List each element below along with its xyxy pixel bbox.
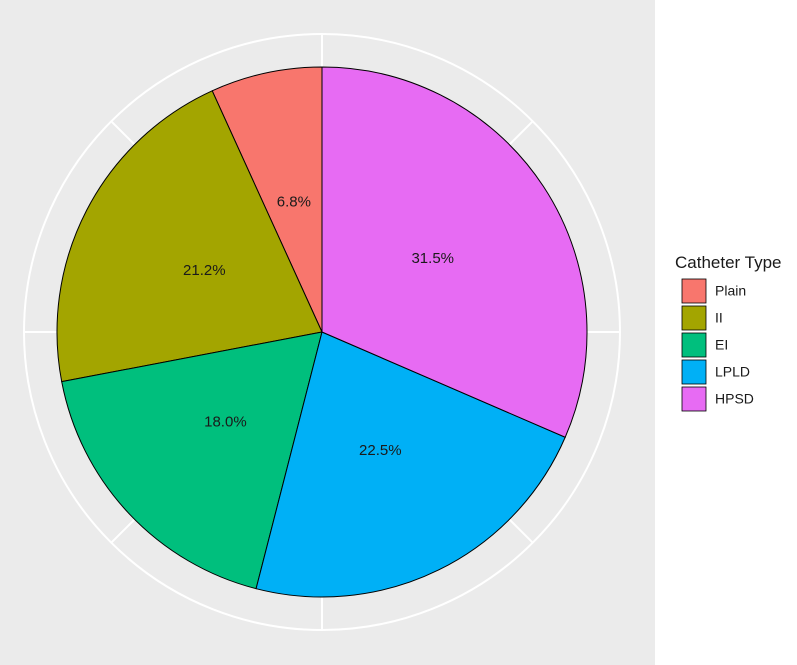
pie-slice-ii — [56, 90, 323, 383]
pie-slice-plain — [211, 66, 323, 333]
pie-slice-ei — [61, 331, 323, 590]
legend-label-ii: II — [715, 310, 723, 326]
legend: Catheter Type Plain II EI LPLD HPSD — [675, 253, 781, 412]
slice-label-hpsd: 31.5% — [411, 250, 454, 267]
legend-title: Catheter Type — [675, 253, 781, 272]
grid-line — [508, 518, 534, 544]
slice-label-ei: 18.0% — [204, 414, 247, 431]
legend-key-ii — [681, 305, 707, 331]
slice-label-ii: 21.2% — [183, 262, 226, 279]
legend-label-lpld: LPLD — [715, 364, 750, 380]
pie-slices — [56, 66, 588, 598]
pie-slice-lpld — [255, 331, 566, 598]
legend-label-ei: EI — [715, 337, 728, 353]
legend-label-plain: Plain — [715, 283, 746, 299]
legend-label-hpsd: HPSD — [715, 391, 754, 407]
grid-line — [110, 120, 136, 146]
slice-labels: 6.8% 21.2% 18.0% 22.5% 31.5% — [183, 193, 454, 458]
grid-line — [110, 518, 136, 544]
legend-key-ei — [681, 332, 707, 358]
pie-slice-hpsd — [321, 66, 588, 438]
slice-label-lpld: 22.5% — [359, 442, 402, 459]
legend-key-lpld — [681, 359, 707, 385]
polar-grid — [23, 33, 621, 631]
slice-label-plain: 6.8% — [277, 193, 311, 210]
grid-line — [508, 120, 534, 146]
legend-key-plain — [681, 278, 707, 304]
legend-key-hpsd — [681, 386, 707, 412]
